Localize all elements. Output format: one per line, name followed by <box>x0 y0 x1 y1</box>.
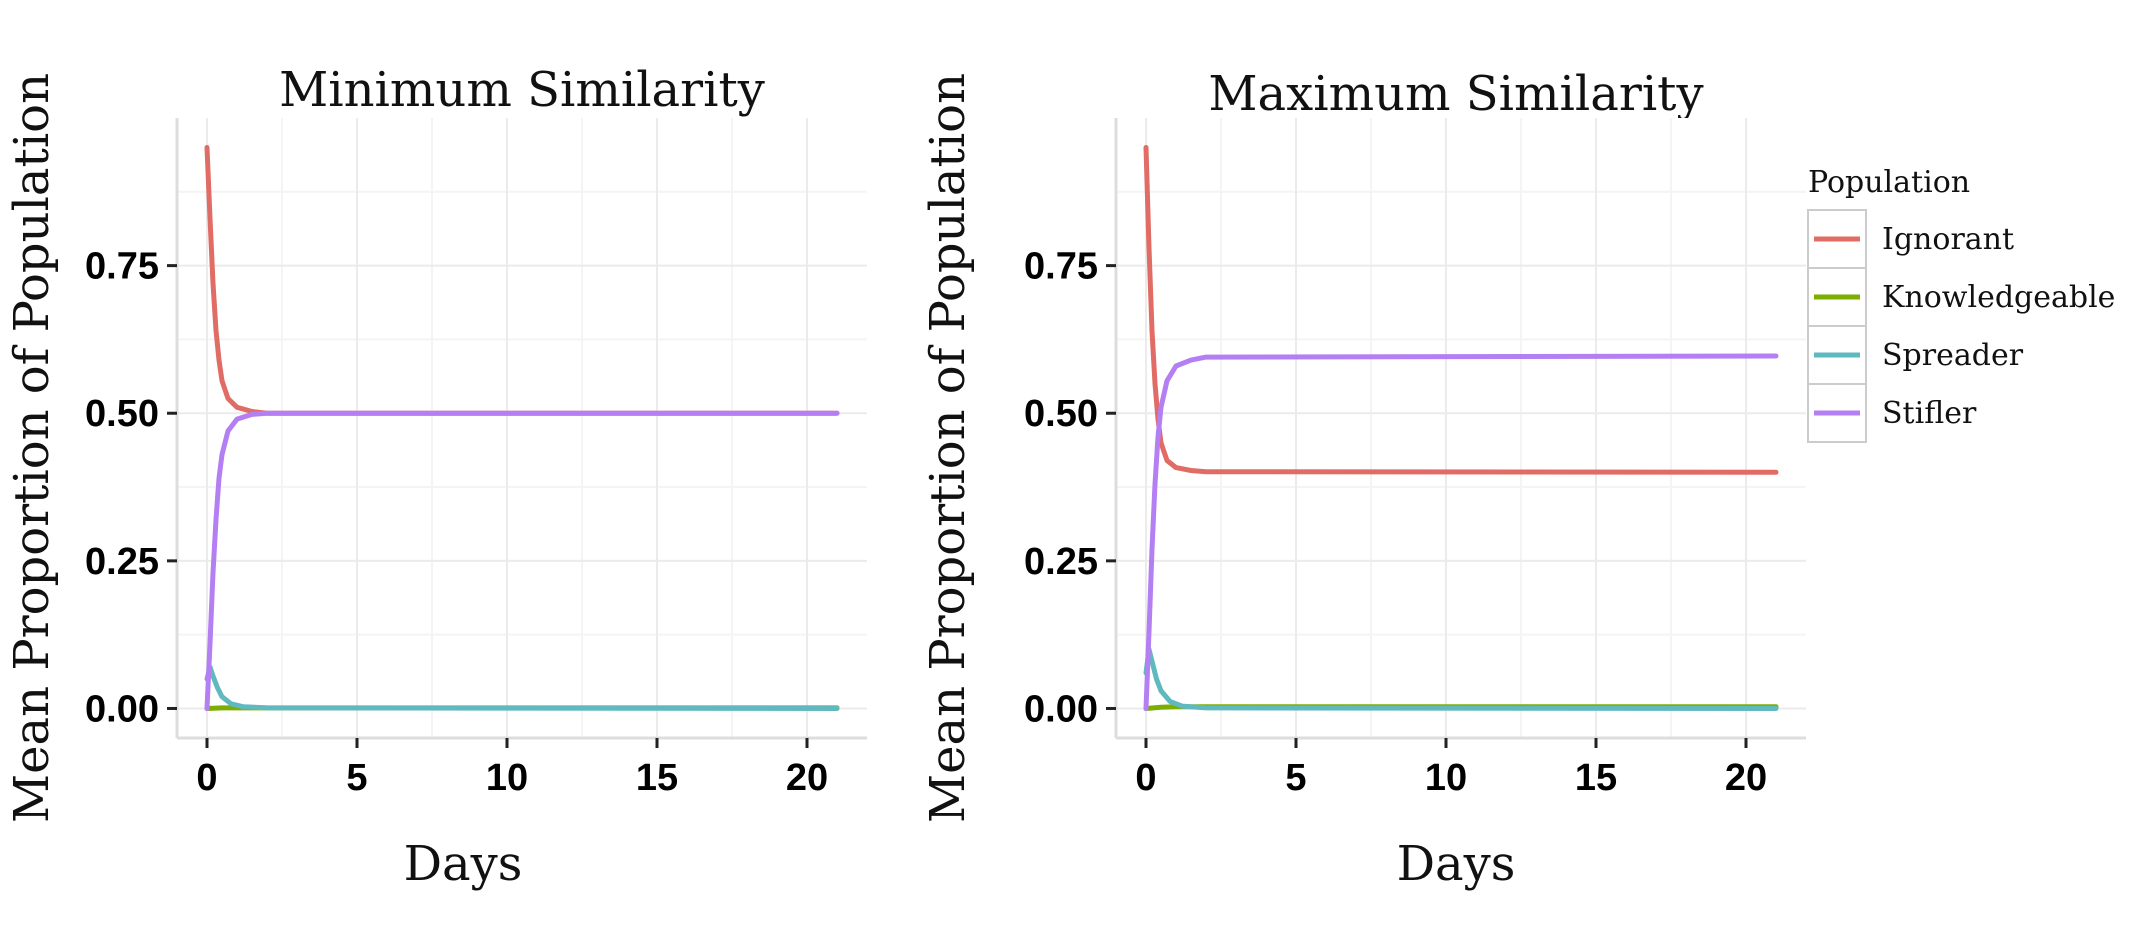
series-line-stifler <box>1143 353 1779 711</box>
y-tick-label: 0.25 <box>85 541 159 583</box>
legend: Population Ignorant Knowledgeable Spreader… <box>1807 165 2115 443</box>
panel-minimum-similarity: Minimum Similarity Days Mean Proportion … <box>4 62 867 892</box>
y-axis-title: Mean Proportion of Population <box>920 73 976 823</box>
y-tick-label: 0.75 <box>1024 246 1098 288</box>
x-tick-label: 0 <box>196 757 217 799</box>
x-tick-label: 15 <box>636 757 678 799</box>
x-tick-label: 10 <box>1425 757 1467 799</box>
plot-background <box>177 118 867 738</box>
x-tick-label: 20 <box>786 757 828 799</box>
panel-maximum-similarity: Maximum Similarity Days Mean Proportion … <box>920 66 1806 892</box>
y-tick-label: 0.50 <box>85 393 159 435</box>
legend-items: Ignorant Knowledgeable Spreader Stifler <box>1807 209 2115 443</box>
legend-title: Population <box>1808 165 1970 200</box>
plot-background <box>1116 118 1806 738</box>
legend-label-spreader: Spreader <box>1882 338 2024 373</box>
x-tick-label: 0 <box>1135 757 1156 799</box>
x-axis-title: Days <box>404 836 523 892</box>
y-tick-label: 0.50 <box>1024 393 1098 435</box>
plot-area: 0.00 0.25 0.50 0.75 0 5 10 15 20 <box>85 118 867 799</box>
y-tick-label: 0.75 <box>85 246 159 288</box>
x-axis-title: Days <box>1397 836 1516 892</box>
x-tick-label: 20 <box>1725 757 1767 799</box>
plot-area: 0.00 0.25 0.50 0.75 0 5 10 15 20 <box>1024 118 1806 799</box>
x-tick-label: 15 <box>1575 757 1617 799</box>
y-tick-label: 0.00 <box>85 688 159 730</box>
chart-title: Maximum Similarity <box>1208 66 1703 122</box>
series-line-ignorant <box>1143 145 1779 475</box>
chart-title: Minimum Similarity <box>279 62 765 118</box>
x-tick-label: 10 <box>486 757 528 799</box>
x-tick-label: 5 <box>1285 757 1306 799</box>
series-line-stifler <box>204 410 840 711</box>
y-tick-label: 0.25 <box>1024 541 1098 583</box>
y-axis-title: Mean Proportion of Population <box>4 73 60 823</box>
legend-label-ignorant: Ignorant <box>1882 222 2014 257</box>
legend-label-knowledgeable: Knowledgeable <box>1882 280 2115 315</box>
x-tick-label: 5 <box>346 757 367 799</box>
y-tick-label: 0.00 <box>1024 688 1098 730</box>
legend-label-stifler: Stifler <box>1882 396 1977 431</box>
